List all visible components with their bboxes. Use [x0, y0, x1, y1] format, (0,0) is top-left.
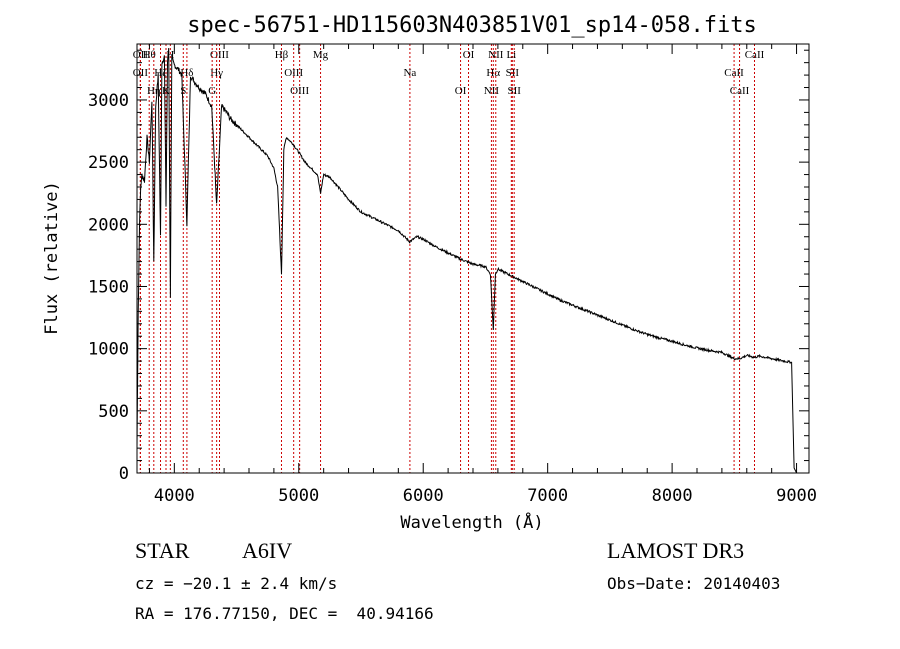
- spectral-line-label: OIII: [290, 85, 309, 97]
- y-tick-label: 2500: [88, 153, 129, 173]
- spectral-line-label: OI: [455, 85, 467, 97]
- spectral-line-label: Na: [403, 67, 416, 79]
- spectral-line-label: Hα: [486, 67, 500, 79]
- spectral-line-label: CaII: [724, 67, 744, 79]
- spectral-line-label: Li: [506, 49, 516, 61]
- spectral-line-label: NII: [488, 49, 504, 61]
- flux-series-line: [136, 48, 798, 474]
- y-axis-label: Flux (relative): [42, 181, 62, 335]
- y-tick-label: 0: [119, 464, 129, 484]
- y-tick-label: 1500: [88, 277, 129, 297]
- y-axis: 0 500 1000 1500 2000 2500 3000: [88, 49, 809, 484]
- spectral-line-label: SII: [506, 67, 520, 79]
- spectral-line-label: Hζ: [154, 67, 167, 79]
- x-tick-label: 5000: [278, 486, 319, 506]
- x-axis-label: Wavelength (Å): [400, 511, 543, 533]
- spectral-line-label: SII: [507, 85, 521, 97]
- x-tick-label: 8000: [652, 486, 693, 506]
- y-tick-label: 3000: [88, 91, 129, 111]
- spectral-line-label: Hγ: [210, 67, 223, 79]
- y-tick-label: 2000: [88, 215, 129, 235]
- spectral-line-label: CaII: [730, 85, 750, 97]
- x-tick-label: 7000: [527, 486, 568, 506]
- spectral-line-label: OIII: [210, 49, 229, 61]
- spectral-line-label: OIII: [284, 67, 303, 79]
- y-tick-label: 500: [98, 402, 129, 422]
- spectral-line-label: Hβ: [275, 49, 289, 61]
- spectral-line-label: NII: [484, 85, 500, 97]
- plot-frame: [136, 43, 810, 474]
- spectral-subclass: A6IV: [242, 538, 293, 563]
- x-tick-label: 4000: [154, 486, 195, 506]
- spectral-line-label: S: [180, 85, 186, 97]
- spectral-line-label: Hθ: [143, 49, 156, 61]
- survey-name: LAMOST DR3: [607, 538, 745, 563]
- spectral-line-label: OI: [463, 49, 475, 61]
- chart-title: spec-56751-HD115603N403851V01_sp14-058.f…: [187, 13, 757, 38]
- spectral-line-label: H: [166, 49, 174, 61]
- x-tick-label: 6000: [403, 486, 444, 506]
- ra-dec-coordinates: RA = 176.77150, DEC = 40.94166: [135, 604, 434, 623]
- observation-date: Obs−Date: 20140403: [607, 574, 781, 593]
- spectral-line-label: K: [162, 85, 170, 97]
- x-axis: 4000 5000 6000 7000 8000 9000: [148, 44, 817, 506]
- x-tick-label: 9000: [776, 486, 817, 506]
- spectral-line-label: OII: [133, 49, 149, 61]
- spectral-line-label: CaII: [745, 49, 765, 61]
- spectral-line-label: G: [208, 85, 216, 97]
- spectral-line-markers: HθOIIHηOIIHζKHHδSOIIIHγGHβOIIIOIIIMgNaOI…: [133, 44, 765, 473]
- y-tick-label: 1000: [88, 340, 129, 360]
- object-class: STAR: [135, 538, 190, 563]
- redshift-velocity: cz = −20.1 ± 2.4 km/s: [135, 574, 338, 593]
- spectral-line-label: Mg: [313, 49, 329, 61]
